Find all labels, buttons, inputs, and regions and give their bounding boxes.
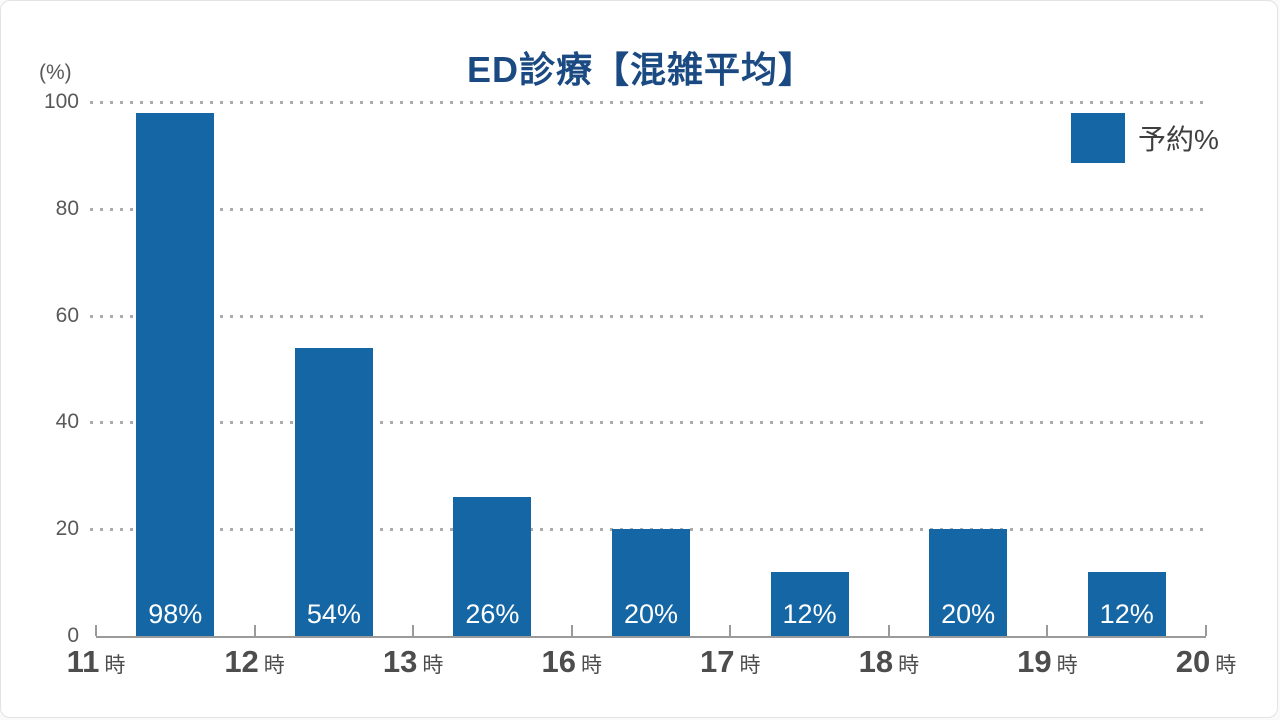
bar-19h: 12% — [1087, 571, 1166, 636]
y-tick-label-100: 100 — [43, 90, 79, 113]
bar-value-label: 12% — [782, 599, 837, 629]
bar-value-label: 20% — [941, 599, 996, 629]
gridline-60 — [90, 314, 1206, 318]
bar-12h: 54% — [294, 347, 373, 636]
plot-area: 98% 54% 26% 20% 12% 20% 12% — [90, 101, 1207, 638]
bar-11h: 98% — [136, 112, 215, 636]
x-tick-mark-13 — [412, 625, 415, 636]
x-tick-hour-suffix: 時 — [580, 654, 602, 677]
x-tick-label-11: 11 時 — [26, 644, 166, 680]
x-tick-mark-11 — [95, 625, 97, 636]
y-tick-label-0: 0 — [67, 624, 79, 647]
gridline-40 — [90, 421, 1206, 425]
x-tick-mark-17 — [729, 625, 732, 636]
legend-label: 予約% — [1138, 124, 1219, 155]
x-tick-label-18: 18 時 — [819, 644, 959, 680]
y-tick-label-60: 60 — [55, 303, 79, 327]
x-tick-label-13: 13 時 — [343, 644, 483, 680]
x-tick-mark-16 — [570, 625, 573, 636]
bar-value-label: 20% — [623, 599, 679, 629]
y-tick-label-20: 20 — [55, 517, 79, 541]
gridline-100 — [90, 101, 1206, 104]
bar-value-label: 12% — [1099, 599, 1154, 629]
x-tick-mark-12 — [253, 625, 256, 636]
x-tick-label-16: 16 時 — [502, 644, 642, 680]
x-tick-hour: 20 — [1175, 644, 1211, 679]
x-tick-mark-19 — [1046, 625, 1049, 636]
x-tick-hour-suffix: 時 — [739, 654, 761, 677]
bar-value-label: 98% — [148, 599, 203, 629]
legend-swatch-icon — [1071, 113, 1125, 163]
legend: 予約% — [1071, 113, 1219, 163]
x-tick-label-19: 19 時 — [977, 644, 1117, 680]
x-tick-hour: 11 — [66, 644, 100, 679]
bar-18h: 20% — [929, 529, 1008, 636]
x-tick-hour: 16 — [541, 644, 576, 679]
x-tick-hour-suffix: 時 — [263, 654, 285, 677]
bar-value-label: 26% — [465, 599, 520, 629]
x-tick-hour: 13 — [382, 644, 418, 679]
x-tick-hour-suffix: 時 — [1215, 654, 1237, 677]
x-tick-label-12: 12 時 — [185, 644, 325, 680]
x-tick-hour-suffix: 時 — [422, 654, 444, 677]
gridline-80 — [90, 207, 1206, 211]
bar-value-label: 54% — [306, 599, 361, 629]
x-tick-hour-suffix: 時 — [898, 654, 920, 677]
x-tick-label-17: 17 時 — [660, 644, 800, 680]
x-tick-label-20: 20 時 — [1136, 644, 1276, 680]
x-tick-hour: 19 — [1017, 644, 1052, 679]
x-tick-hour-suffix: 時 — [1056, 654, 1078, 677]
y-tick-label-40: 40 — [55, 410, 79, 434]
bar-17h: 12% — [770, 571, 849, 636]
bar-16h: 20% — [612, 529, 690, 636]
x-tick-mark-18 — [887, 625, 890, 636]
x-tick-hour: 18 — [858, 644, 894, 679]
y-axis-unit-label: (%) — [39, 61, 72, 84]
bar-13h: 26% — [453, 497, 532, 636]
x-tick-hour-suffix: 時 — [104, 654, 126, 677]
y-tick-label-80: 80 — [55, 196, 79, 220]
x-tick-hour: 17 — [700, 644, 735, 679]
x-tick-hour: 12 — [224, 644, 259, 679]
x-tick-mark-20 — [1205, 625, 1207, 636]
chart-title: ED診療【混雑平均】 — [466, 49, 815, 90]
